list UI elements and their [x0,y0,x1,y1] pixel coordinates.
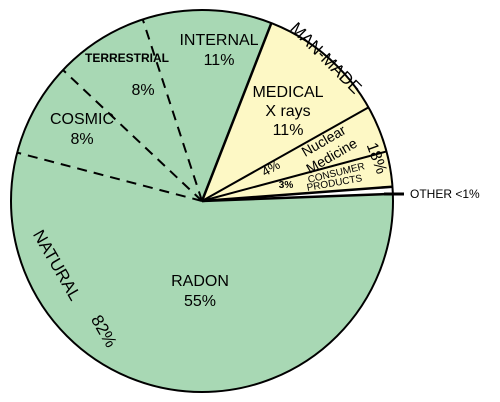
slice-value-consumer: 3% [279,180,294,191]
slice-divider-1 [62,69,203,202]
slice-value-cosmic: 8% [70,131,93,148]
slice-dividers [16,19,393,203]
slice-value-terrestrial: 8% [131,82,154,99]
slice-divider-5 [201,150,387,202]
slice-label2-medical: X rays [265,103,310,120]
slice-value-radon: 55% [184,293,216,310]
pie-outline [10,9,394,393]
slice-label-medical: MEDICAL [252,84,323,101]
slice-divider-4 [201,106,369,202]
pie-slice-internal [142,9,272,202]
pie-slice-radon [11,152,394,392]
pie-slices [10,9,394,393]
slice-label-radon: RADON [171,273,229,290]
pie-slice-medical [202,23,369,201]
slice-label-internal: INTERNAL [179,32,258,49]
slice-divider-2 [141,19,203,202]
pie-slice-cosmic [17,70,203,201]
slice-label-cosmic: COSMIC [50,111,114,128]
slice-divider-7 [201,192,393,203]
pie-slice-nuclear [202,107,387,201]
slice-value-medical: 11% [273,122,304,139]
slice-value-internal: 11% [204,52,235,69]
slice-label-other: OTHER <1% [410,187,480,201]
pie-slice-terrestrial [63,19,202,202]
slice-divider-0 [16,151,203,202]
slice-divider-3 [200,22,273,202]
slice-label-terrestrial: TERRESTRIAL [85,51,169,65]
